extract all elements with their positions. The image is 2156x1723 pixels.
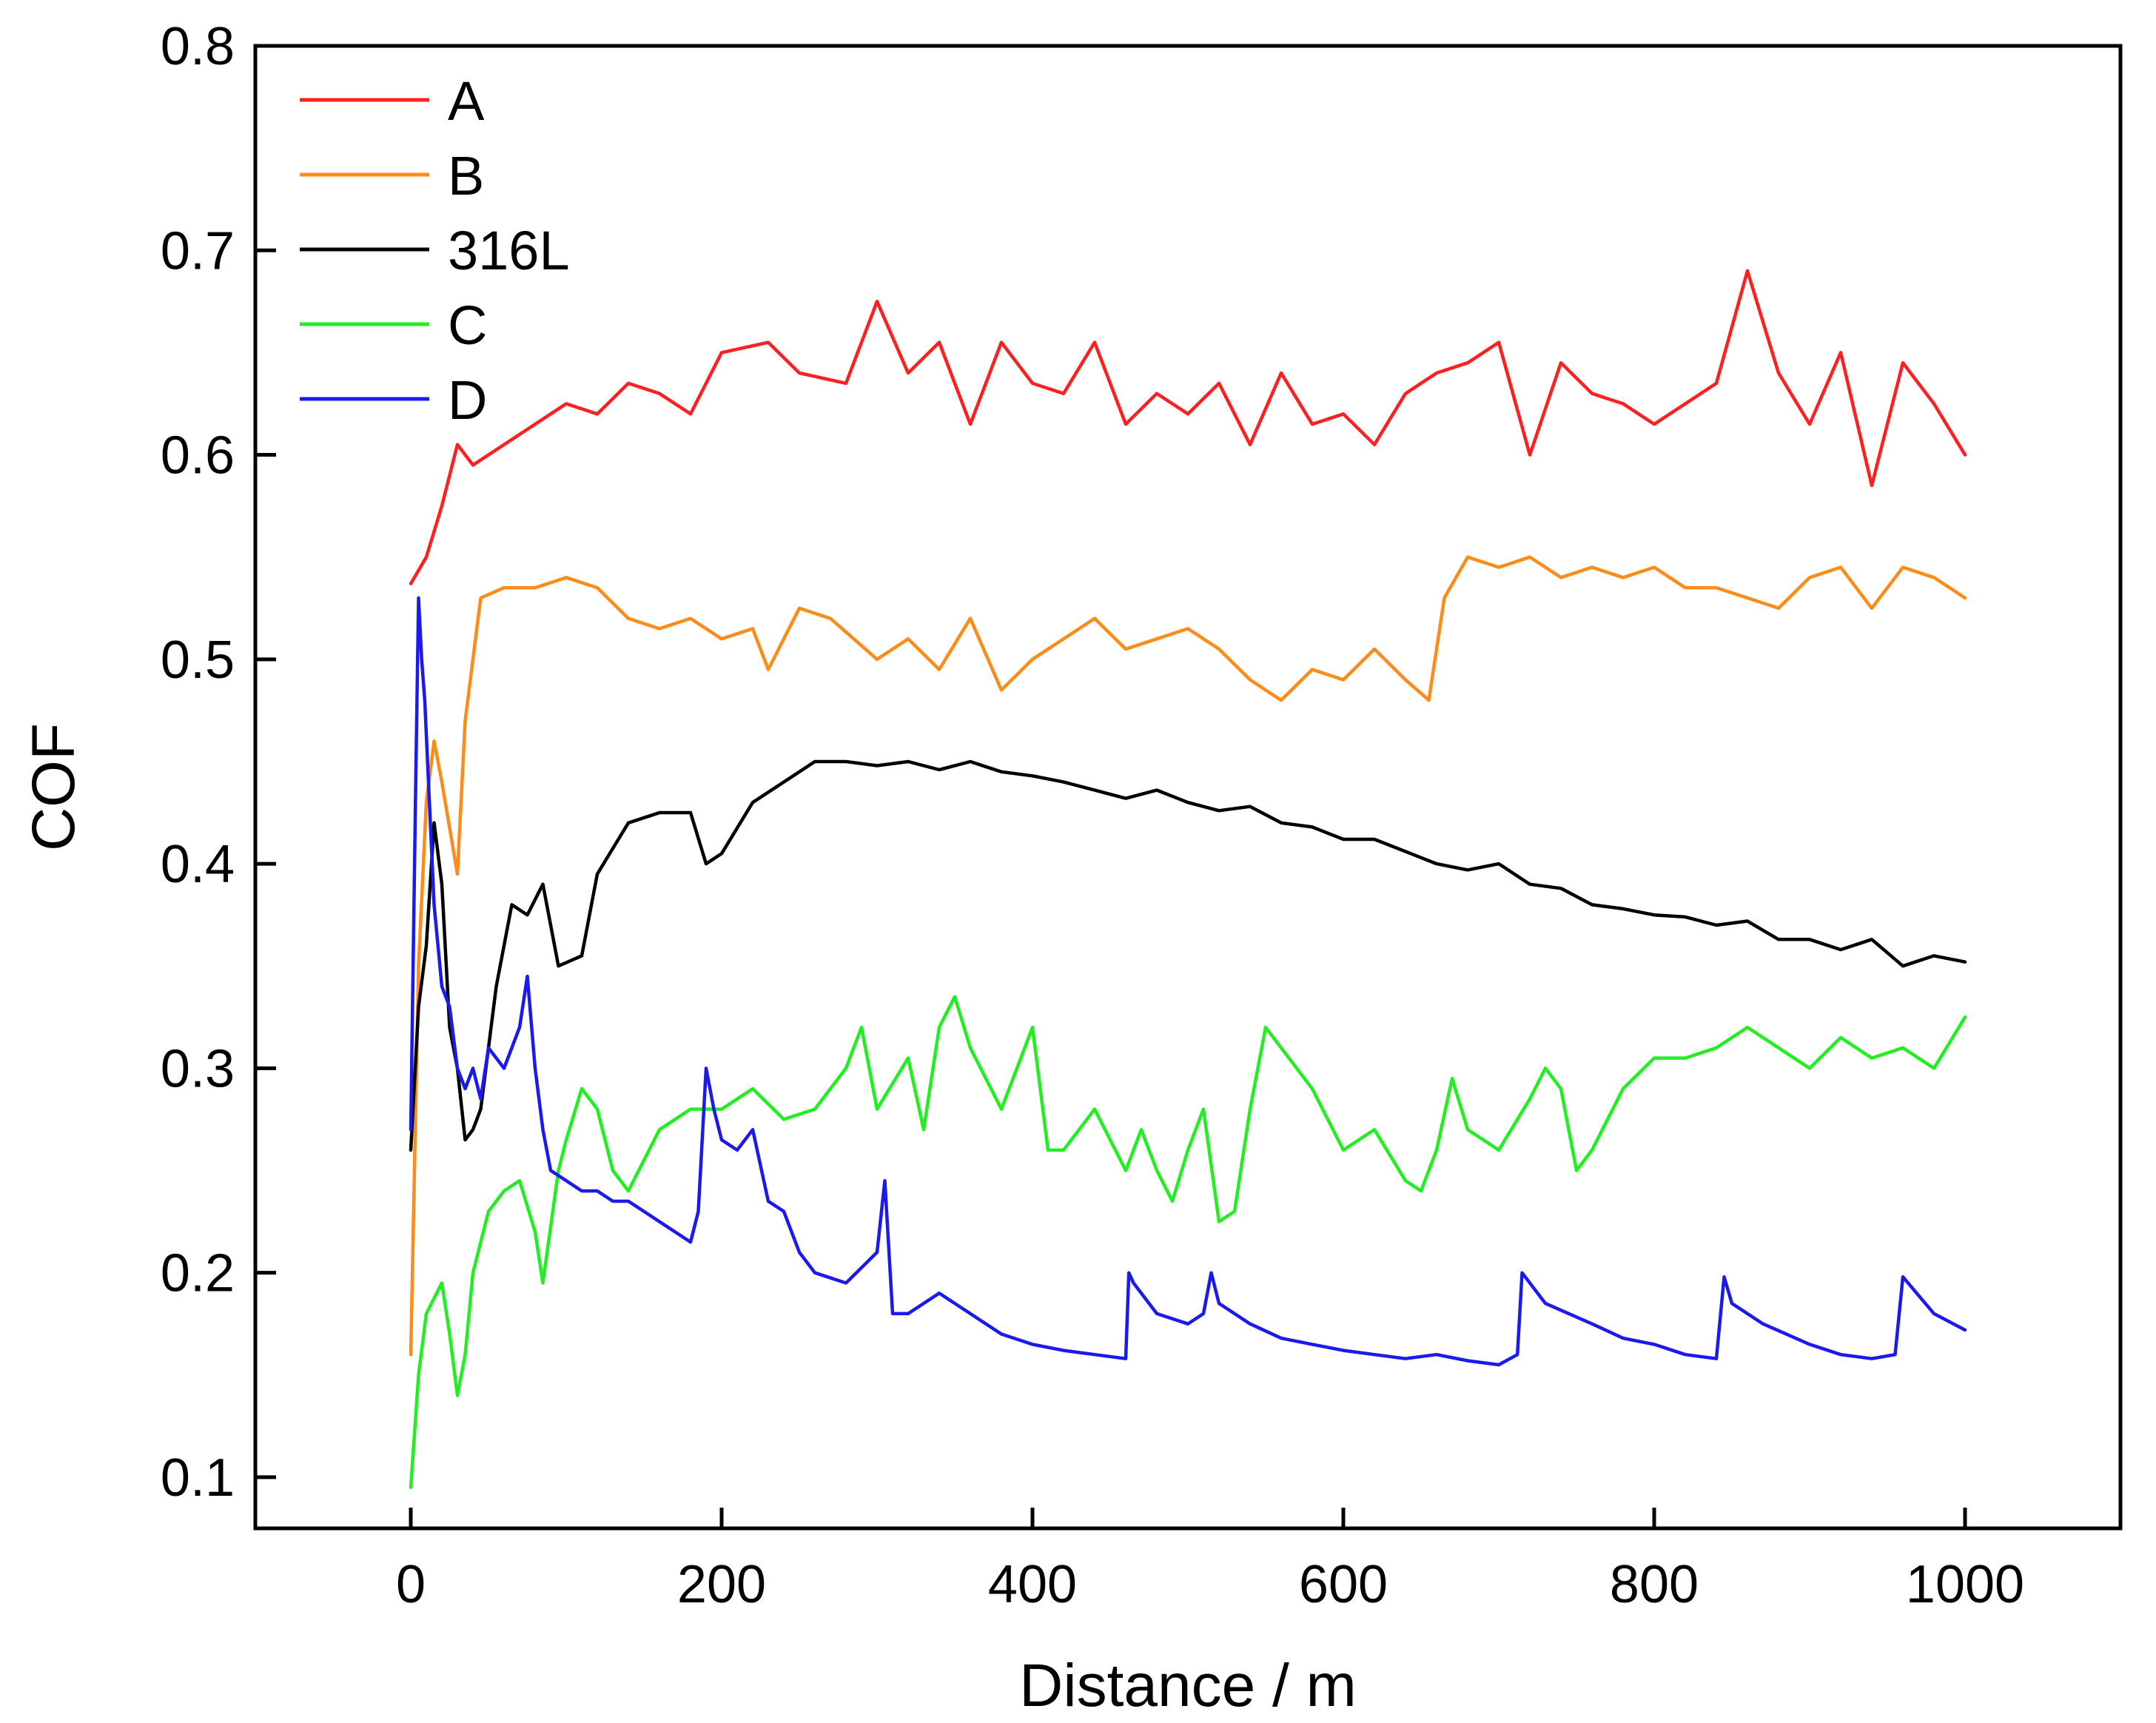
legend-label: C	[448, 295, 487, 356]
x-tick-label: 0	[396, 1555, 426, 1614]
legend-label: D	[448, 369, 487, 431]
legend-label: 316L	[448, 220, 570, 281]
plot-frame	[253, 44, 2123, 1531]
series-layer	[409, 269, 1967, 1489]
series-line-d	[409, 596, 1967, 1367]
series-line-316l	[409, 759, 1967, 1152]
series-line-c	[409, 995, 1967, 1489]
x-tick-label: 1000	[1906, 1555, 2024, 1614]
legend-label: A	[448, 70, 485, 132]
y-tick-label: 0.5	[161, 631, 235, 690]
y-axis-label: COF	[20, 723, 87, 851]
x-tick-label: 400	[988, 1555, 1077, 1614]
series-line-a	[409, 269, 1967, 585]
x-axis-ticks: 0 200 400 600 800 1000	[396, 1508, 2024, 1614]
y-tick-label: 0.1	[161, 1448, 235, 1508]
x-tick-label: 600	[1299, 1555, 1388, 1614]
x-axis-label: Distance / m	[1019, 1652, 1357, 1719]
x-tick-label: 800	[1610, 1555, 1699, 1614]
legend: AB 316L CD	[300, 70, 570, 431]
y-tick-label: 0.4	[161, 835, 235, 894]
y-tick-label: 0.3	[161, 1039, 235, 1098]
y-tick-label: 0.2	[161, 1244, 235, 1303]
y-tick-label: 0.8	[161, 17, 235, 76]
x-tick-label: 200	[677, 1555, 766, 1614]
series-line-b	[409, 555, 1967, 1357]
legend-label: B	[448, 145, 484, 206]
y-axis-ticks: 0.1 0.2 0.3 0.4 0.5 0.6 0.7 0.8	[161, 17, 276, 1508]
y-tick-label: 0.7	[161, 221, 235, 281]
y-tick-label: 0.6	[161, 426, 235, 486]
